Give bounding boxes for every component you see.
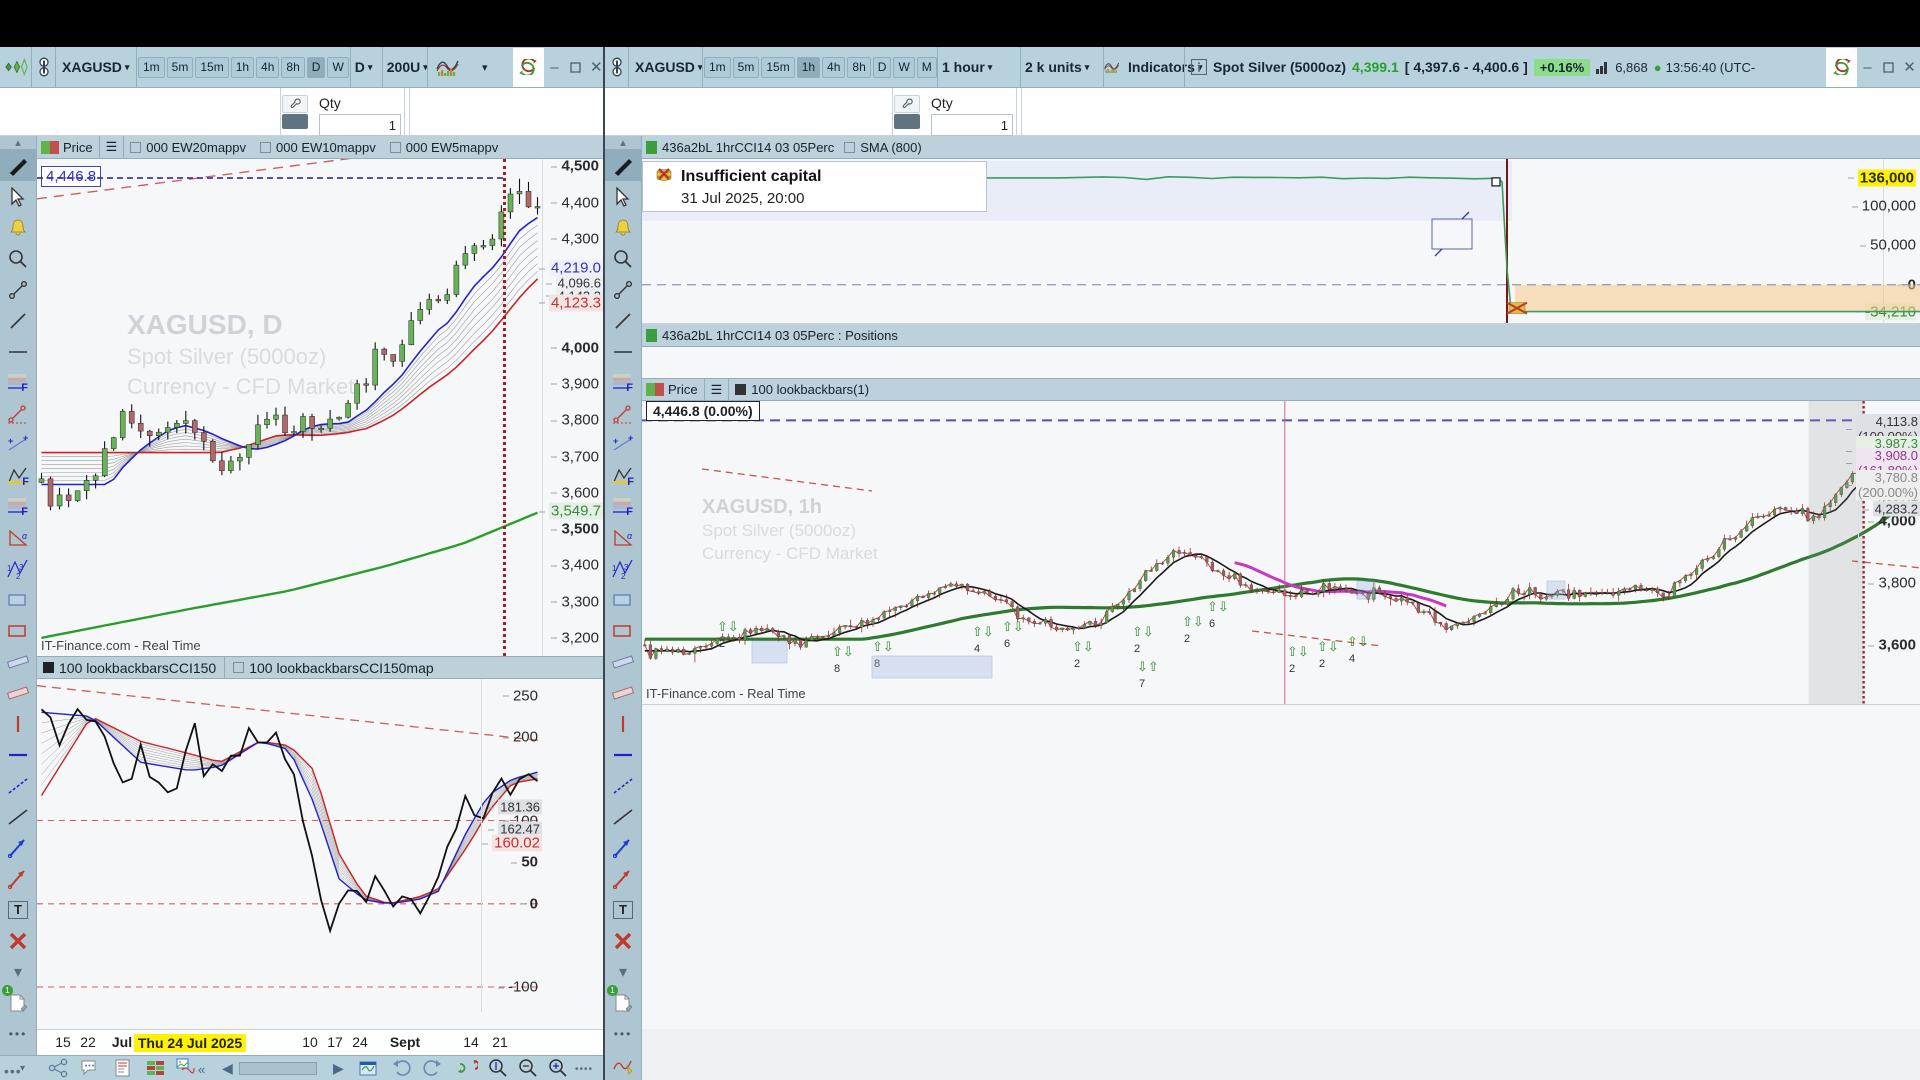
svg-text:⇩⇧: ⇩⇧: [1137, 659, 1159, 674]
svg-text:+: +: [613, 436, 618, 446]
svg-text:6: 6: [1209, 618, 1215, 630]
svg-text:2: 2: [1184, 633, 1190, 645]
svg-text:α: α: [627, 531, 633, 541]
svg-text:+: +: [8, 436, 13, 446]
svg-text:⇧⇩: ⇧⇩: [832, 644, 854, 659]
svg-text:α: α: [22, 531, 28, 541]
svg-text:7: 7: [1139, 678, 1145, 690]
svg-text:⇧⇩: ⇧⇩: [717, 619, 739, 634]
svg-text:2: 2: [1074, 658, 1080, 670]
svg-text:2: 2: [719, 638, 725, 650]
svg-text:⇧⇩: ⇧⇩: [1132, 624, 1154, 639]
svg-text:3: 3: [19, 563, 24, 572]
svg-text:⇧⇩: ⇧⇩: [1287, 644, 1309, 659]
svg-text:⇧⇩: ⇧⇩: [1182, 614, 1204, 629]
svg-text:2: 2: [1319, 658, 1325, 670]
svg-text:⇧⇩: ⇧⇩: [1347, 634, 1369, 649]
svg-text:F: F: [627, 476, 634, 486]
svg-text:8: 8: [834, 663, 840, 675]
svg-text:6: 6: [1004, 638, 1010, 650]
svg-text:4: 4: [974, 643, 980, 655]
svg-text:2: 2: [1134, 643, 1140, 655]
svg-text:1: 1: [7, 564, 12, 573]
svg-text:⇧⇩: ⇧⇩: [1072, 639, 1094, 654]
svg-text:+: +: [628, 435, 633, 443]
svg-text:4: 4: [1349, 653, 1355, 665]
svg-text:⇧⇩: ⇧⇩: [1207, 599, 1229, 614]
svg-text:1: 1: [612, 564, 617, 573]
svg-text:⇧⇩: ⇧⇩: [1317, 639, 1339, 654]
svg-text:⇧⇩: ⇧⇩: [872, 639, 894, 654]
svg-text:2: 2: [621, 572, 626, 579]
svg-text:⇧⇩: ⇧⇩: [1002, 619, 1024, 634]
svg-text:+: +: [23, 435, 28, 443]
svg-text:2: 2: [16, 572, 21, 579]
svg-text:2: 2: [1289, 663, 1295, 675]
svg-text:F: F: [22, 476, 29, 486]
svg-text:⇧⇩: ⇧⇩: [972, 624, 994, 639]
svg-text:3: 3: [624, 563, 629, 572]
